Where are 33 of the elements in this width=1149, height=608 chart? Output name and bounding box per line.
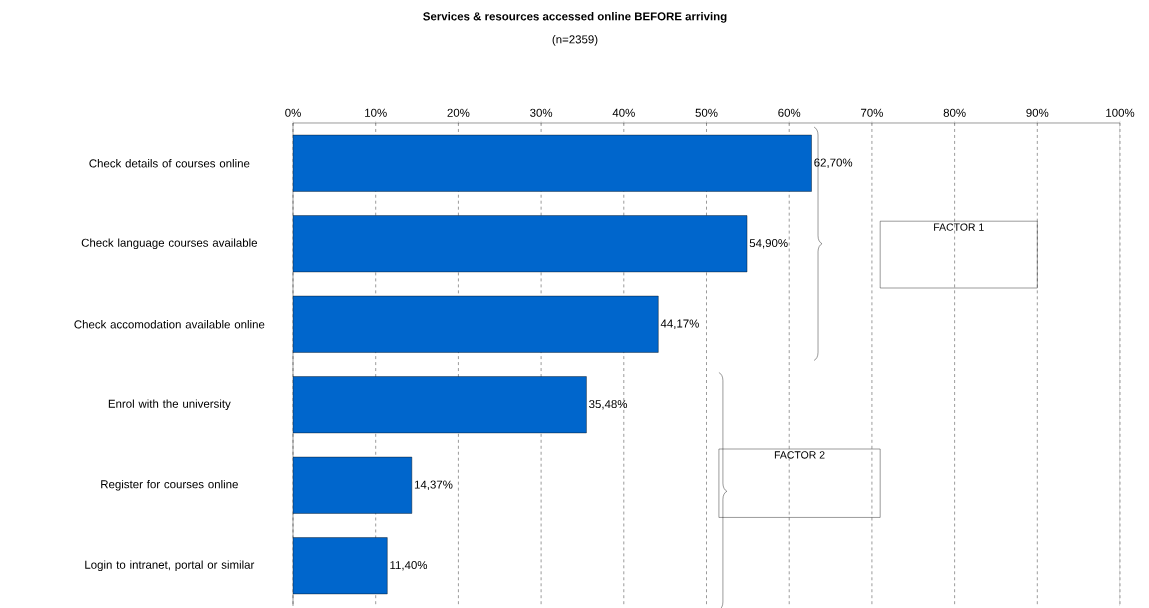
y-tick-label: Check accomodation available online [74,320,265,329]
y-tick-label: Login to intranet, portal or similar [85,560,255,572]
data-label: 14,37% [414,480,453,490]
data-label: 35,48% [589,400,628,410]
bar [293,295,659,353]
x-tick-label: 70% [861,108,883,117]
y-tick-label: Enrol with the university [108,399,231,411]
data-label: 62,70% [814,158,853,168]
x-tick-label: 100% [1106,108,1135,117]
y-tick-label: Check details of courses online [89,159,250,168]
x-tick-label: 40% [612,108,635,117]
chart-title: Services & resources accessed online BEFORE arriving [423,12,727,23]
y-tick-label: Register for courses online [101,479,238,491]
x-tick-label: 0% [285,108,301,117]
data-label: 44,17% [660,319,699,329]
x-tick-label: 80% [943,108,966,117]
chart-subtitle: (n=2359) [552,35,598,46]
annotation: FACTOR 2 [774,451,825,459]
data-label: 11,40% [390,561,428,571]
bar [293,456,413,514]
bar [293,215,748,273]
x-tick-label: 10% [365,108,387,117]
x-tick-label: 90% [1026,108,1049,117]
annotation: FACTOR 1 [934,223,984,231]
y-tick-label: Check language courses available [81,238,258,250]
x-tick-label: 50% [695,108,718,117]
bar [293,537,388,595]
x-tick-label: 20% [447,108,470,117]
data-label: 54,90% [749,239,788,249]
bar [293,134,812,192]
bar [293,376,587,434]
x-tick-label: 30% [530,108,553,117]
x-tick-label: 60% [778,108,801,117]
